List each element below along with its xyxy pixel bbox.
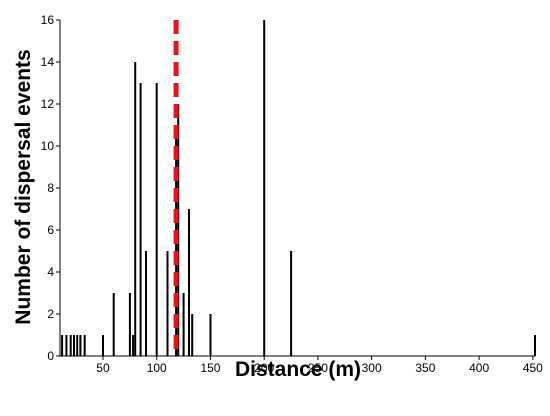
bar bbox=[182, 293, 185, 356]
bar bbox=[166, 251, 169, 356]
bar bbox=[155, 83, 158, 356]
x-tick-label: 50 bbox=[96, 361, 110, 375]
x-tick-label: 200 bbox=[254, 361, 274, 375]
y-tick-label: 4 bbox=[47, 265, 54, 279]
y-tick-label: 16 bbox=[41, 13, 55, 27]
y-axis-ticks: 0 2 4 6 8 10 12 14 16 bbox=[41, 13, 60, 363]
x-tick-label: 350 bbox=[415, 361, 435, 375]
bar bbox=[69, 335, 72, 356]
bar bbox=[132, 335, 135, 356]
bar bbox=[73, 335, 75, 356]
bar bbox=[128, 293, 131, 356]
x-tick-label: 150 bbox=[200, 361, 220, 375]
y-tick-label: 6 bbox=[47, 223, 54, 237]
y-tick-label: 8 bbox=[47, 181, 54, 195]
bar bbox=[112, 293, 115, 356]
bar bbox=[534, 335, 536, 356]
bar bbox=[209, 314, 212, 356]
bar bbox=[79, 335, 82, 356]
bar bbox=[263, 20, 266, 356]
bar bbox=[61, 335, 64, 356]
y-tick-label: 12 bbox=[41, 97, 55, 111]
x-tick-label: 300 bbox=[362, 361, 382, 375]
bar bbox=[76, 335, 79, 356]
bar bbox=[102, 335, 104, 356]
bar bbox=[191, 314, 194, 356]
bar bbox=[65, 335, 68, 356]
y-tick-label: 10 bbox=[41, 139, 55, 153]
bar-series bbox=[61, 20, 536, 356]
x-tick-label: 100 bbox=[147, 361, 167, 375]
bar bbox=[145, 251, 147, 356]
y-tick-label: 2 bbox=[47, 307, 54, 321]
x-axis-title: Distance (m) bbox=[235, 358, 361, 381]
y-tick-label: 14 bbox=[41, 55, 55, 69]
bar bbox=[290, 251, 293, 356]
bar bbox=[139, 83, 142, 356]
bar bbox=[83, 335, 86, 356]
x-tick-label: 250 bbox=[308, 361, 328, 375]
y-tick-label: 0 bbox=[47, 349, 54, 363]
y-axis-title: Number of dispersal events bbox=[12, 49, 35, 324]
x-tick-label: 450 bbox=[523, 361, 543, 375]
bar bbox=[134, 62, 137, 356]
x-tick-label: 400 bbox=[469, 361, 489, 375]
x-axis-ticks: 50 100 150 200 250 300 350 400 450 bbox=[96, 356, 543, 375]
axes bbox=[59, 20, 535, 357]
bar bbox=[188, 209, 190, 356]
